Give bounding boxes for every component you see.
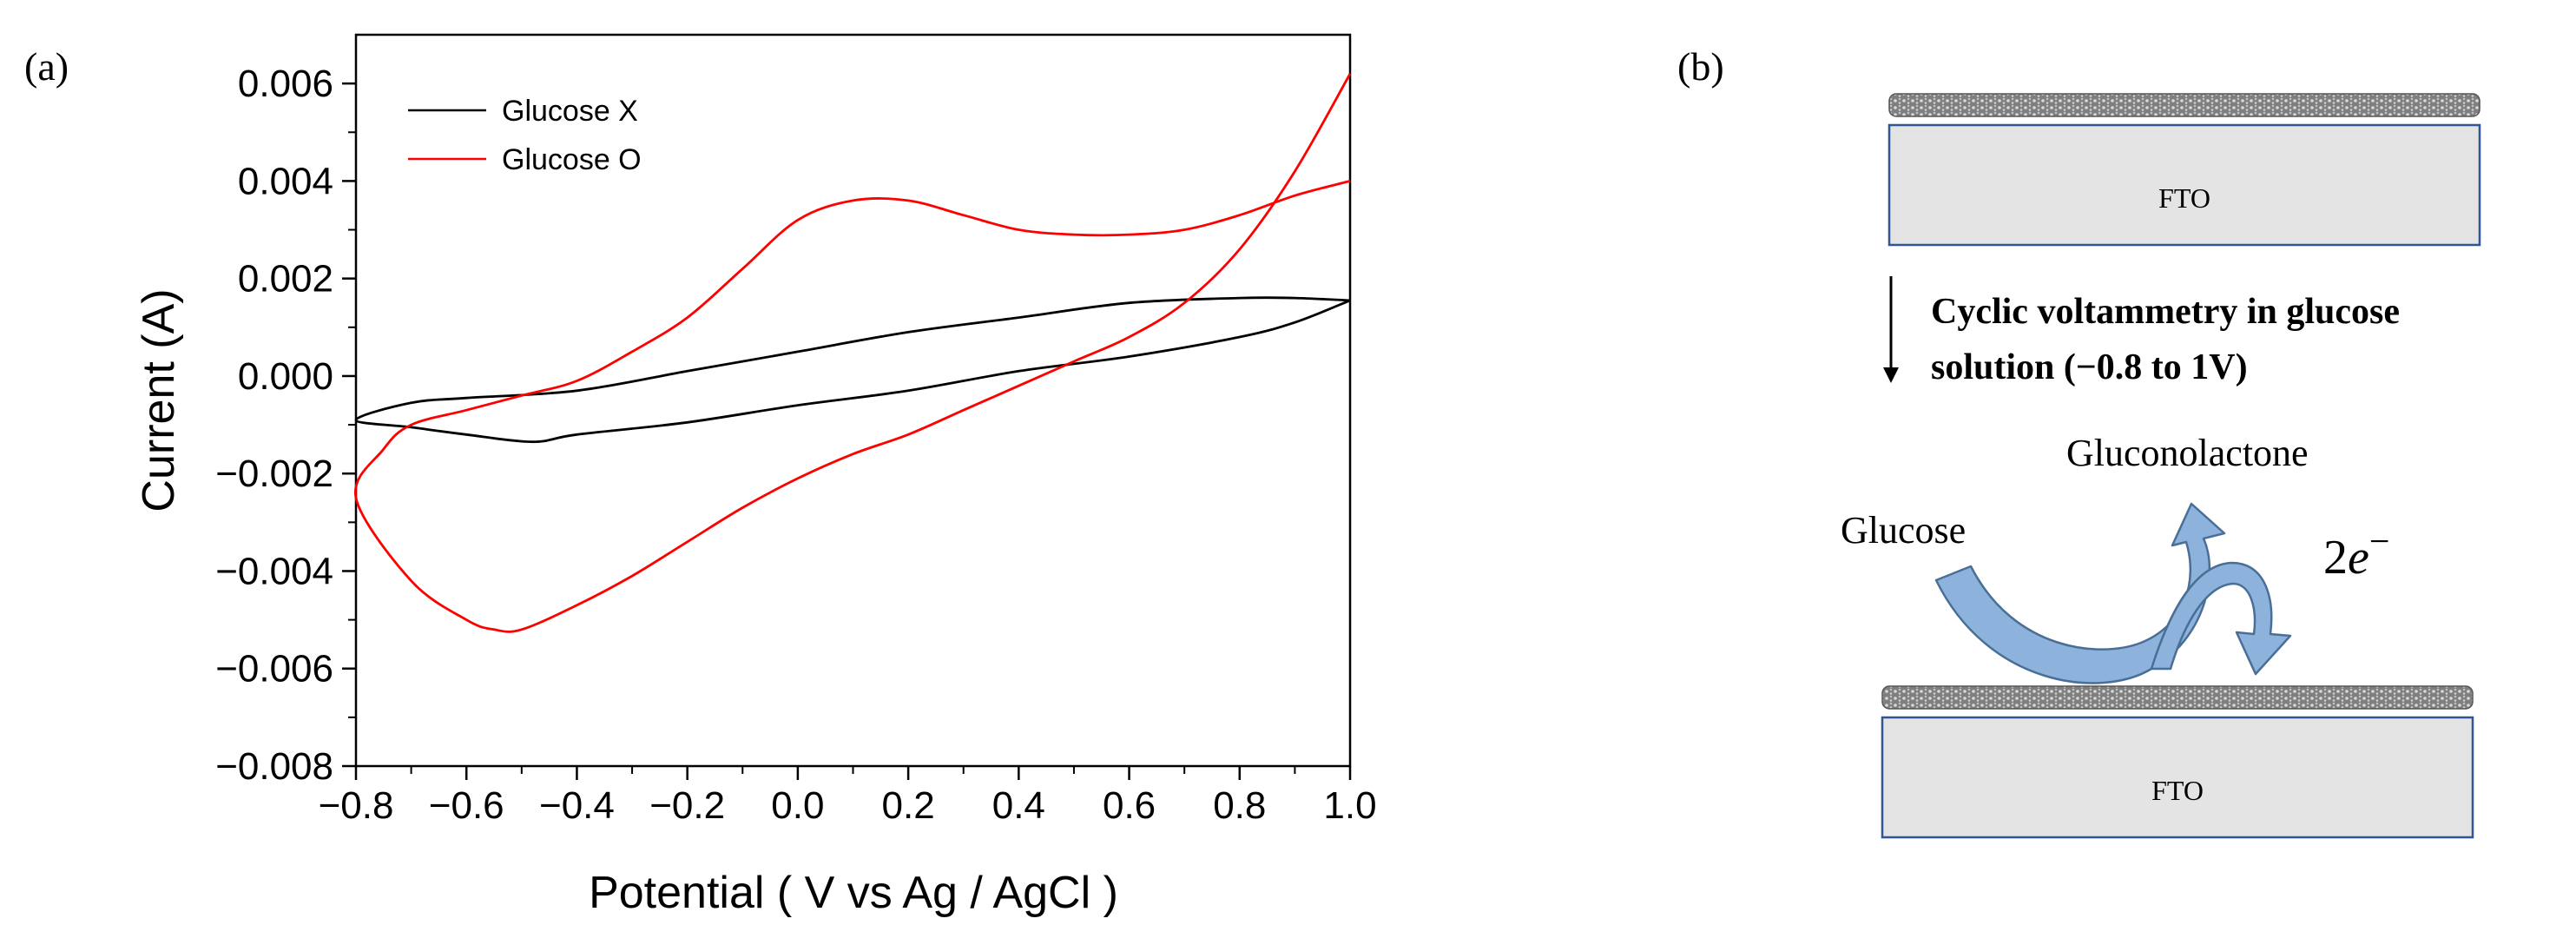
top-fto-label: FTO — [2158, 182, 2210, 214]
legend-label-glucose-o: Glucose O — [502, 143, 642, 176]
y-tick-label: −0.004 — [215, 550, 333, 592]
x-tick-label: 0.4 — [992, 784, 1045, 827]
panel-a-label: (a) — [24, 44, 69, 89]
legend-label-glucose-x: Glucose X — [502, 95, 638, 128]
cv-chart: −0.8 −0.6 −0.4 −0.2 0.0 0.2 0.4 0.6 0.8 1.0 −0.00… — [134, 33, 1377, 918]
top-fto-substrate — [1888, 123, 2481, 247]
electron-charge: − — [2369, 522, 2390, 562]
top-electrode: FTO — [1888, 93, 2481, 247]
top-film-layer — [1888, 93, 2480, 117]
y-tick-label: 0.004 — [238, 160, 333, 202]
series-layer — [353, 73, 1352, 633]
process-caption-line2: solution (−0.8 to 1V) — [1931, 347, 2248, 387]
x-tick-label: 0.6 — [1103, 784, 1156, 827]
x-tick-label: 1.0 — [1323, 784, 1376, 827]
glucose-to-product-arrow — [1934, 502, 2226, 684]
bottom-fto-substrate — [1881, 716, 2474, 839]
y-tick-label: −0.006 — [215, 648, 333, 691]
y-axis-ticks: −0.008 −0.006 −0.004 −0.002 0.000 0.002 0.004 0… — [215, 63, 356, 788]
legend: Glucose X Glucose O — [408, 95, 642, 176]
y-tick-label: −0.008 — [215, 745, 333, 788]
y-tick-label: −0.002 — [215, 453, 333, 495]
x-tick-label: −0.2 — [649, 784, 725, 827]
series-line-glucose-o — [353, 73, 1352, 633]
panel-b-label: (b) — [1677, 44, 1724, 89]
electron-coefficient: 2 — [2323, 531, 2348, 585]
reaction-arrows — [1934, 502, 2292, 684]
x-tick-label: −0.8 — [319, 784, 394, 827]
bottom-fto-label: FTO — [2151, 775, 2204, 806]
x-tick-label: 0.2 — [882, 784, 935, 827]
bottom-electrode: FTO — [1881, 685, 2474, 839]
series-line-glucose-x — [354, 296, 1351, 444]
x-axis-ticks: −0.8 −0.6 −0.4 −0.2 0.0 0.2 0.4 0.6 0.8 1.0 — [319, 766, 1377, 827]
process-caption-line1: Cyclic voltammetry in glucose — [1931, 292, 2400, 332]
x-tick-label: −0.6 — [429, 784, 504, 827]
x-tick-label: 0.0 — [771, 784, 824, 827]
x-tick-label: 0.8 — [1213, 784, 1266, 827]
y-tick-label: 0.000 — [238, 355, 333, 398]
reactant-label: Glucose — [1841, 509, 1966, 552]
x-tick-label: −0.4 — [539, 784, 615, 827]
electron-symbol: e — [2348, 531, 2369, 585]
bottom-film-layer — [1881, 685, 2474, 710]
product-label: Gluconolactone — [2066, 432, 2309, 474]
electron-label: 2e− — [2323, 522, 2390, 585]
y-tick-label: 0.002 — [238, 258, 333, 301]
y-tick-label: 0.006 — [238, 63, 333, 105]
electron-transfer-arrow — [2150, 561, 2292, 676]
x-axis-label: Potential ( V vs Ag / AgCl ) — [589, 868, 1118, 918]
y-axis-label: Current (A) — [134, 288, 184, 512]
